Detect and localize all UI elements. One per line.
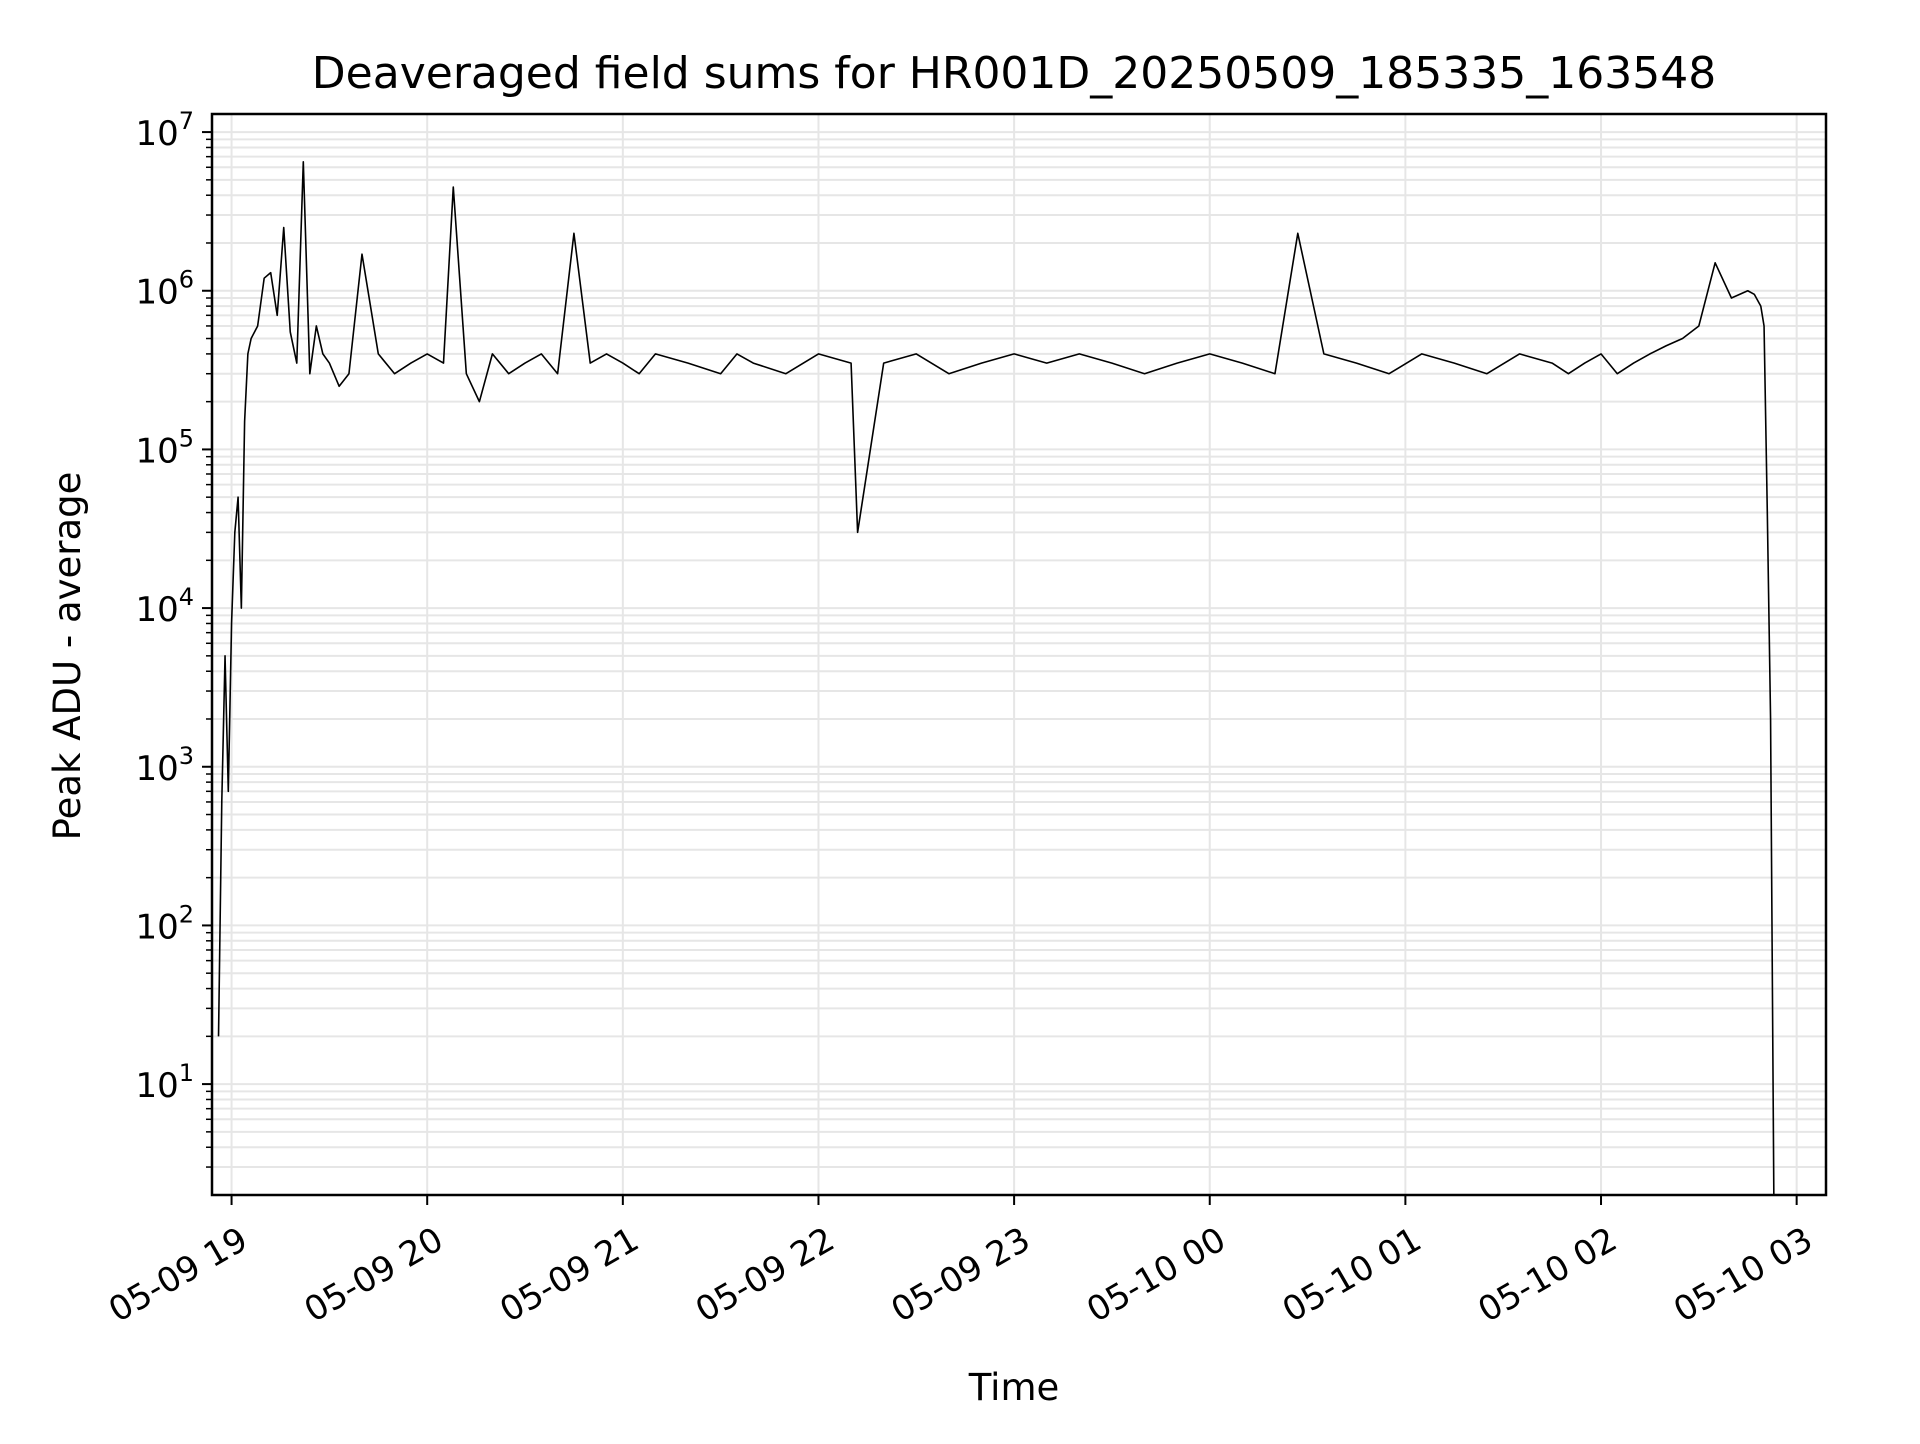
y-tick-base: 10 (135, 431, 178, 471)
axes-layer (210, 112, 1828, 1197)
y-tick-exponent: 1 (179, 1059, 194, 1087)
y-tick-base: 10 (135, 907, 178, 947)
y-tick-label: 103 (135, 742, 194, 789)
y-tick-exponent: 2 (179, 900, 194, 928)
y-tick-label: 104 (135, 583, 194, 630)
series-line (217, 160, 1775, 1195)
y-tick-base: 10 (135, 749, 178, 789)
series-layer (217, 160, 1775, 1195)
y-tick-exponent: 7 (179, 107, 194, 135)
y-tick-base: 10 (135, 590, 178, 630)
y-tick-exponent: 4 (179, 583, 194, 611)
y-tick-base: 10 (135, 114, 178, 154)
x-axis-label: Time (968, 1366, 1060, 1409)
y-tick-exponent: 3 (179, 742, 194, 770)
y-tick-base: 10 (135, 273, 178, 313)
y-tick-label: 101 (135, 1059, 194, 1106)
y-tick-label: 107 (135, 107, 194, 154)
y-tick-exponent: 5 (179, 424, 194, 452)
plot-frame (210, 112, 1828, 1197)
chart-title: Deaveraged field sums for HR001D_2025050… (312, 48, 1716, 99)
y-tick-label: 106 (135, 266, 194, 313)
y-axis-label: Peak ADU - average (46, 472, 89, 841)
y-tick-exponent: 6 (179, 266, 194, 294)
grid-layer (212, 114, 1826, 1195)
y-tick-base: 10 (135, 1066, 178, 1106)
y-tick-label: 102 (135, 900, 194, 947)
y-tick-label: 105 (135, 424, 194, 471)
